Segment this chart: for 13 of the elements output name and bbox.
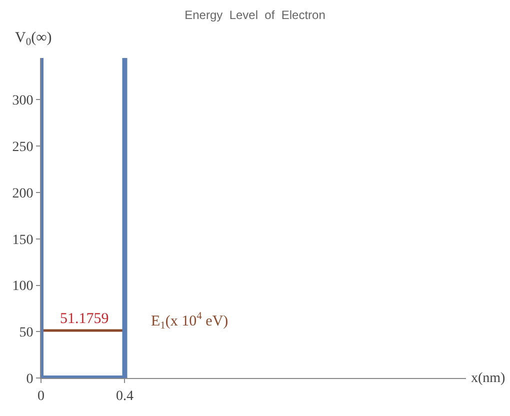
x-tick-label: 0.4 <box>116 388 134 404</box>
y-tick-label: 200 <box>12 186 34 202</box>
y-tick-label: 150 <box>12 232 34 248</box>
y-tick-label: 100 <box>12 279 34 294</box>
x-axis-title: x(nm) <box>471 371 506 386</box>
chart-title: Energy Level of Electron <box>184 8 326 22</box>
annotation: E$_{1}$(x 10$^{4}$ eV) <box>151 311 228 332</box>
y-tick-label: 0 <box>26 372 34 387</box>
y-tick-label: 250 <box>12 140 34 156</box>
y-axis-title: V$_{0}$(∞) <box>15 30 52 48</box>
y-tick-label: 300 <box>12 94 34 109</box>
y-tick-label: 50 <box>19 326 34 341</box>
data-label: 51.1759 <box>60 311 109 327</box>
